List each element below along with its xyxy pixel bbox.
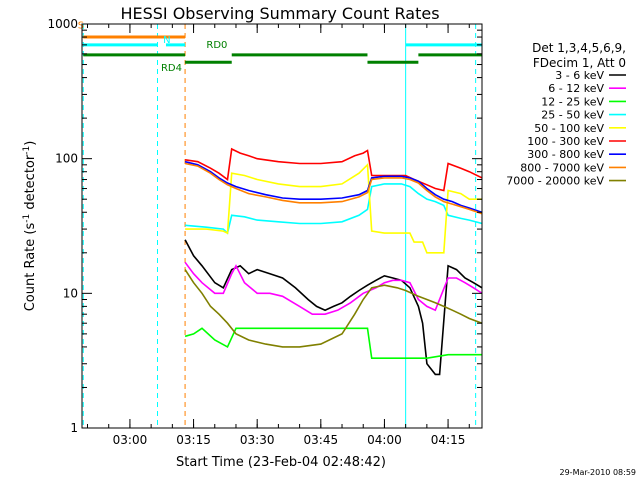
x-tick-label: 03:45 xyxy=(304,433,339,447)
y-tick-label: 100 xyxy=(55,152,78,166)
y-axis-label: Count Rate (s-1 detector-1) xyxy=(22,141,38,312)
x-tick-label: 04:15 xyxy=(431,433,466,447)
footer-timestamp: 29-Mar-2010 08:59 xyxy=(560,468,637,477)
y-tick-label: 10 xyxy=(63,286,78,300)
y-tick-label: 1 xyxy=(70,421,78,435)
x-tick-label: 03:00 xyxy=(113,433,148,447)
series-line-1 xyxy=(184,261,482,315)
flag-label-s: S xyxy=(78,20,84,31)
series-line-2 xyxy=(184,327,482,359)
flag-label-rd0: RD0 xyxy=(206,40,227,51)
legend-entry-label: 300 - 800 keV xyxy=(527,148,604,161)
y-tick-label: 1000 xyxy=(47,17,78,31)
legend-entry-label: 50 - 100 keV xyxy=(534,122,604,135)
series-line-3 xyxy=(185,183,482,235)
x-tick-label: 03:15 xyxy=(176,433,211,447)
series-line-8 xyxy=(184,269,482,348)
series-line-5 xyxy=(184,147,482,192)
legend-entry-label: 6 - 12 keV xyxy=(548,82,604,95)
legend-entry-label: 7000 - 20000 keV xyxy=(506,175,604,188)
flag-label-rd4: RD4 xyxy=(161,63,182,74)
plot-area: S N RD0 RD4 1 10 100 1000 03:00 03:15 03:30 03:45 04… xyxy=(47,17,483,447)
x-tick-label: 03:30 xyxy=(240,433,275,447)
legend-entry-label: 100 - 300 keV xyxy=(527,135,604,148)
legend-entry-label: 25 - 50 keV xyxy=(541,109,604,122)
series-line-4 xyxy=(185,162,482,254)
legend-header-line-1: Det 1,3,4,5,6,9, xyxy=(532,41,626,55)
legend-entry-label: 3 - 6 keV xyxy=(555,69,604,82)
x-axis-label: Start Time (23-Feb-04 02:48:42) xyxy=(176,455,386,470)
x-tick-label: 04:00 xyxy=(367,433,402,447)
chart-legend: Det 1,3,4,5,6,9, FDecim 1, Att 0 3 - 6 k… xyxy=(506,41,626,188)
series-line-7 xyxy=(184,162,482,215)
chart-title: HESSI Observing Summary Count Rates xyxy=(120,4,439,23)
legend-entry-label: 12 - 25 keV xyxy=(541,95,604,108)
series-line-6 xyxy=(184,160,482,214)
flag-label-n: N xyxy=(163,35,170,46)
plot-frame xyxy=(81,23,483,429)
legend-entry-label: 800 - 7000 keV xyxy=(520,161,604,174)
series-line-0 xyxy=(184,239,482,376)
series-group xyxy=(184,147,482,376)
legend-header-line-2: FDecim 1, Att 0 xyxy=(533,56,626,70)
